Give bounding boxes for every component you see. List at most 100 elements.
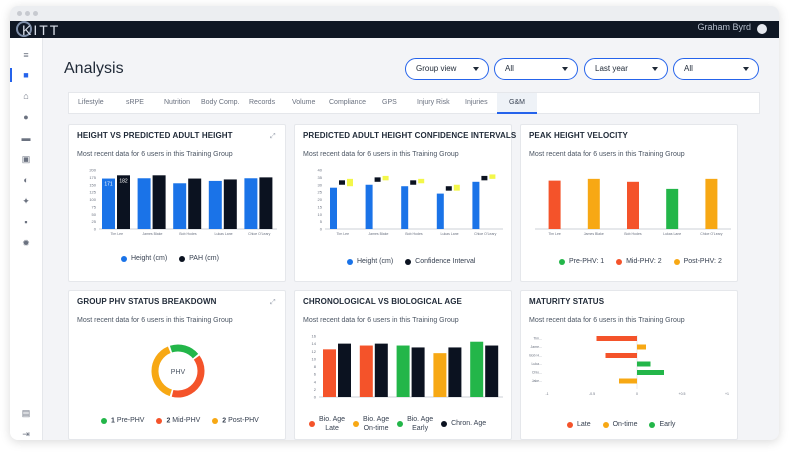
expand-icon[interactable]: ⤢ xyxy=(270,299,276,306)
card-chrono-bio: CHRONOLOGICAL VS BIOLOGICAL AGE Most rec… xyxy=(294,290,512,440)
home-icon[interactable]: ⌂ xyxy=(23,91,29,101)
legend-label: Chron. Age xyxy=(451,420,487,428)
gallery-icon[interactable]: ▣ xyxy=(21,154,31,164)
ci-box xyxy=(481,175,488,181)
window-dot-icon xyxy=(33,11,38,16)
period-dropdown[interactable]: Last year xyxy=(584,58,668,80)
filter-dropdown-2[interactable]: All xyxy=(673,58,759,80)
tab-gm[interactable]: G&M xyxy=(509,99,525,106)
legend-dot-icon xyxy=(309,421,315,427)
legend-item[interactable]: Bio. Age On-time xyxy=(353,415,389,433)
legend-item[interactable]: Post-PHV: 2 xyxy=(673,258,722,265)
ci-box xyxy=(445,186,452,191)
legend-item[interactable]: Bio. Age Late xyxy=(309,415,345,433)
maturity-bar xyxy=(605,353,637,358)
tab-compliance[interactable]: Compliance xyxy=(329,99,366,106)
card-title: HEIGHT VS PREDICTED ADULT HEIGHT xyxy=(77,131,233,140)
ci-box xyxy=(339,180,345,185)
pah-bar xyxy=(259,177,273,229)
card-subtitle: Most recent data for 6 users in this Tra… xyxy=(77,151,233,158)
dropdown-value: All xyxy=(505,64,514,73)
legend-item[interactable]: Height (cm) xyxy=(347,258,393,265)
phv-chart: Tim Lee James Blake Bob Hodes Lukas Lane Chl… xyxy=(535,178,731,236)
legend-item[interactable]: 2 Post-PHV xyxy=(212,417,259,424)
maturity-chart: Tim... Jame... Bob H... Luka... Chlo... Jake.… xyxy=(529,335,729,396)
user-name[interactable]: Graham Byrd xyxy=(697,22,751,32)
tab-srpe[interactable]: sRPE xyxy=(126,99,144,106)
expand-icon[interactable]: ⤢ xyxy=(270,133,276,140)
legend-item[interactable]: On-time xyxy=(602,421,637,428)
logout-icon[interactable]: ⇥ xyxy=(22,429,30,439)
group-view-dropdown[interactable]: Group view xyxy=(405,58,489,80)
x-tick-label: -0.5 xyxy=(589,392,595,396)
legend-item[interactable]: 2 Mid-PHV xyxy=(156,417,200,424)
tab-volume[interactable]: Volume xyxy=(292,99,316,106)
legend-item[interactable]: Late xyxy=(567,421,591,428)
legend-label: Confidence Interval xyxy=(415,258,476,265)
menu-icon[interactable]: ≡ xyxy=(23,50,29,60)
legend-item[interactable]: 1 Pre-PHV xyxy=(101,417,144,424)
legend-dot-icon xyxy=(673,258,680,265)
bio-age-bar xyxy=(433,353,447,397)
legend-item[interactable]: Mid-PHV: 2 xyxy=(616,258,662,265)
app-logo[interactable]: KITT xyxy=(22,22,61,38)
chevron-down-icon xyxy=(652,67,658,71)
chart-legend: 1 Pre-PHV 2 Mid-PHV 2 Post-PHV xyxy=(101,417,269,425)
legend-label: Mid-PHV: 2 xyxy=(626,258,662,265)
x-tick-label: Bob Hodes xyxy=(405,232,423,236)
palette-icon[interactable]: ◐ xyxy=(23,175,29,185)
x-tick-label: James Blake xyxy=(584,232,604,236)
chron-age-bar xyxy=(374,343,388,397)
chart-legend: Pre-PHV: 1 Mid-PHV: 2 Post-PHV: 2 xyxy=(559,258,732,266)
card-subtitle: Most recent data for 6 users in this Tra… xyxy=(529,317,685,324)
legend-item[interactable]: Early xyxy=(649,421,675,428)
y-tick-label: Jake... xyxy=(532,379,542,383)
chron-age-bar xyxy=(411,347,425,397)
tab-records[interactable]: Records xyxy=(249,99,276,106)
tab-nutrition[interactable]: Nutrition xyxy=(164,99,191,106)
legend-dot-icon xyxy=(353,421,360,427)
legend-label: PAH (cm) xyxy=(189,255,219,262)
pah-bar xyxy=(152,175,166,229)
height-vs-pah-chart: 0 25 50 75 100 125 150 175 200 171 182 Tim Lee James… xyxy=(89,168,277,236)
card-height-vs-pah: HEIGHT VS PREDICTED ADULT HEIGHT ⤢ Most … xyxy=(68,124,286,282)
sidebar-item-analysis-icon[interactable]: ■ xyxy=(23,70,29,80)
card-pah-ci: PREDICTED ADULT HEIGHT CONFIDENCE INTERV… xyxy=(294,124,516,282)
tab-gps[interactable]: GPS xyxy=(382,99,397,106)
legend-line: Late xyxy=(325,425,339,432)
gift-icon[interactable]: ▤ xyxy=(21,408,31,418)
ci-box xyxy=(418,178,425,184)
avatar[interactable] xyxy=(757,24,767,34)
y-tick-label: Jame... xyxy=(531,345,543,349)
phv-bar xyxy=(587,178,600,229)
legend-item[interactable]: Height (cm) xyxy=(121,255,167,262)
legend-label: Early xyxy=(659,421,676,428)
ci-box xyxy=(489,174,496,179)
settings-icon[interactable]: ✹ xyxy=(22,238,30,248)
phv-bar xyxy=(666,188,679,229)
x-tick-label: Lukas Lane xyxy=(441,232,459,236)
tab-lifestyle[interactable]: Lifestyle xyxy=(78,99,104,106)
tab-body-comp[interactable]: Body Comp. xyxy=(201,99,240,106)
chat-icon[interactable]: ▪ xyxy=(24,217,28,227)
legend-item[interactable]: Chron. Age xyxy=(441,419,486,428)
x-tick-label: Tim Lee xyxy=(111,232,124,236)
filter-dropdown-1[interactable]: All xyxy=(494,58,578,80)
tab-injuries[interactable]: Injuries xyxy=(465,99,488,106)
x-tick-label: Tim Lee xyxy=(548,232,561,236)
x-tick-label: 0 xyxy=(636,392,638,396)
tab-injury-risk[interactable]: Injury Risk xyxy=(417,99,450,106)
sparkle-icon[interactable]: ✦ xyxy=(22,196,30,206)
legend-label: Bio. Age Early xyxy=(407,415,433,433)
legend-item[interactable]: Pre-PHV: 1 xyxy=(559,258,604,265)
card-icon[interactable]: ▬ xyxy=(21,133,31,143)
x-tick-label: Chloe O'Leary xyxy=(474,232,497,236)
legend-item[interactable]: Bio. Age Early xyxy=(397,415,433,433)
x-tick-label: Tim Lee xyxy=(337,232,350,236)
maturity-bar xyxy=(637,344,646,350)
legend-item[interactable]: Confidence Interval xyxy=(405,258,475,265)
legend-item[interactable]: PAH (cm) xyxy=(179,255,219,262)
chart-legend: Late On-time Early xyxy=(567,421,685,429)
users-icon[interactable]: ● xyxy=(23,112,29,122)
x-tick-label: James Blake xyxy=(368,232,388,236)
